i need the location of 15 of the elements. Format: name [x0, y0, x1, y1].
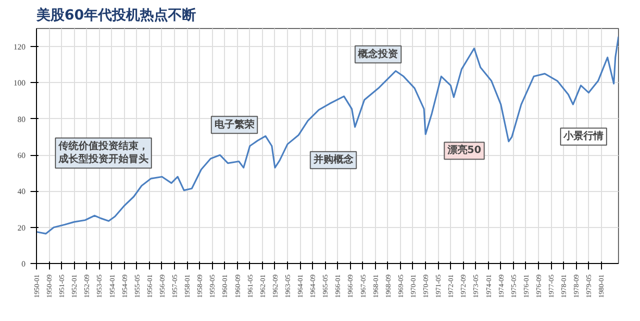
y-tick-label: 0 [22, 260, 26, 268]
y-tick-label: 60 [18, 151, 26, 160]
annotation: 小景行情 [562, 130, 604, 142]
y-tick-label: 120 [14, 42, 26, 52]
y-tick-label: 100 [14, 78, 26, 88]
annotation: 并购概念 [312, 154, 354, 166]
chart-title: 美股60年代投机热点不断 [36, 6, 196, 24]
annotation: 概念投资 [357, 48, 398, 60]
y-tick-label: 80 [18, 114, 26, 124]
annotation: 传统价值投资结束，成长型投资开始冒头 [57, 140, 148, 166]
y-tick-label: 40 [18, 187, 26, 196]
line-series [36, 36, 618, 234]
annotation: 漂亮50 [446, 144, 482, 156]
annotation: 电子繁荣 [214, 118, 254, 130]
y-tick-label: 20 [18, 223, 26, 232]
